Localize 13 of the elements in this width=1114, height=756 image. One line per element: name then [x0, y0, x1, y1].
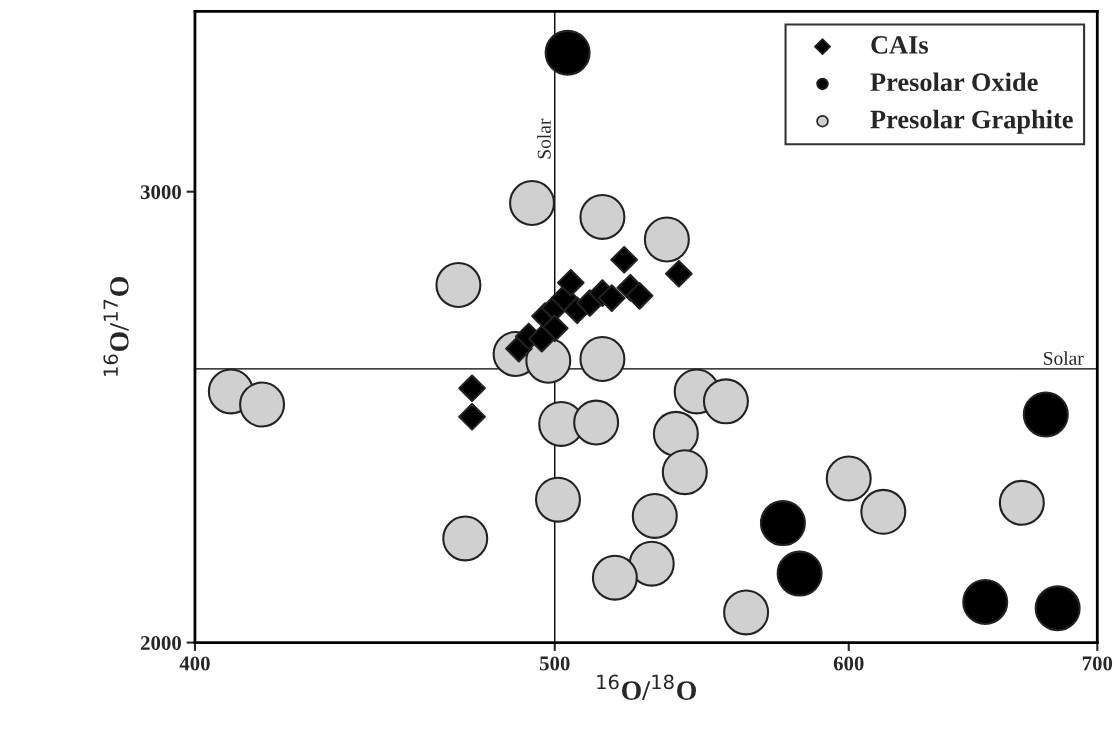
- y-axis-title: $^{16}$O/$^{17}$O: [103, 277, 129, 376]
- ref-line-label: Solar: [537, 118, 551, 159]
- legend-label: Presolar Graphite: [870, 109, 1073, 134]
- x-tick-label: 400: [179, 656, 210, 671]
- y-tick-label: 3000: [140, 185, 181, 200]
- legend-label: Presolar Oxide: [870, 72, 1038, 92]
- x-tick-label: 500: [539, 656, 570, 671]
- y-tick-label: 2000: [140, 635, 181, 651]
- legend-label: CAIs: [871, 36, 929, 54]
- x-tick-label: 600: [833, 656, 864, 671]
- ref-line-label: Solar: [1044, 351, 1084, 365]
- x-axis-title: $^{16}$O/$^{18}$O: [597, 674, 696, 700]
- x-tick-label: 700: [1082, 656, 1113, 671]
